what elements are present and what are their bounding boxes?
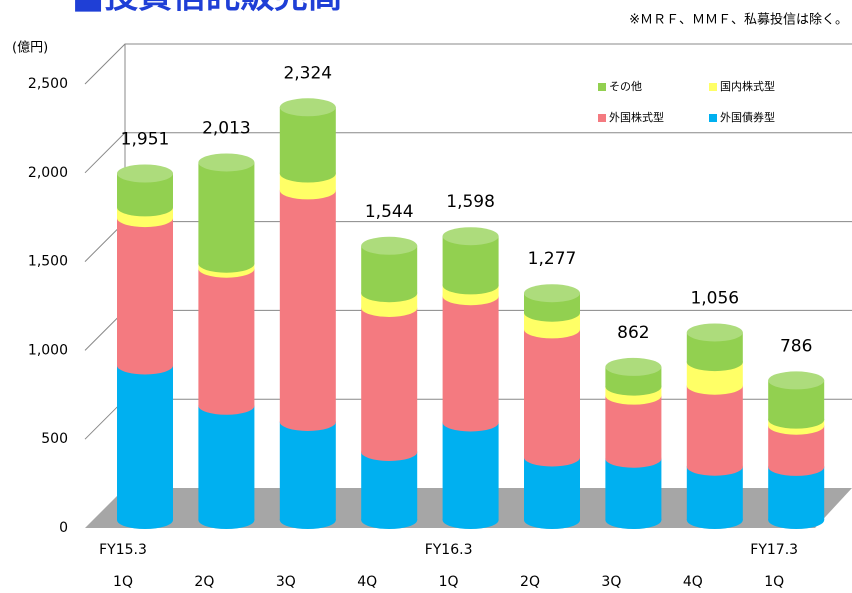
x-tick-label: 2Q xyxy=(194,574,214,590)
total-label: 2,324 xyxy=(283,63,332,83)
total-label: 786 xyxy=(780,336,812,356)
bar-top xyxy=(686,323,743,342)
total-label: 1,598 xyxy=(446,192,495,212)
bar-segment xyxy=(117,218,173,366)
fy-label: FY15.3 xyxy=(99,542,147,558)
total-label: 1,056 xyxy=(690,288,739,308)
bar-segment xyxy=(117,365,173,520)
bar-segment xyxy=(605,395,662,459)
fy-label: FY17.3 xyxy=(750,542,798,558)
grid-line xyxy=(84,43,852,85)
bar-segment xyxy=(361,451,418,520)
bar-top xyxy=(768,371,825,390)
legend-swatch xyxy=(598,114,606,122)
bar-segment xyxy=(279,190,336,422)
legend-swatch xyxy=(598,83,606,91)
x-tick-label: 3Q xyxy=(276,574,296,590)
bar-segment xyxy=(605,458,662,520)
x-tick-label: 1Q xyxy=(764,574,784,590)
y-tick-label: 0 xyxy=(59,520,68,536)
y-tick-label: 1,500 xyxy=(28,254,68,270)
y-tick-label: 1,000 xyxy=(28,342,68,358)
bar-top xyxy=(524,284,580,303)
y-tick-label: 500 xyxy=(41,431,68,447)
bar-segment xyxy=(279,107,336,174)
bar-segment xyxy=(524,457,580,520)
x-tick-label: 2Q xyxy=(520,574,540,590)
total-label: 1,951 xyxy=(121,130,170,150)
total-label: 1,277 xyxy=(528,249,577,269)
unit-label: (億円) xyxy=(12,40,48,56)
bar-segment xyxy=(524,329,580,458)
x-tick-label: 4Q xyxy=(357,574,377,590)
legend-label: 国内株式型 xyxy=(720,79,775,93)
x-tick-label: 3Q xyxy=(601,574,621,590)
bar-segment xyxy=(361,307,418,452)
bar-segment xyxy=(442,422,499,520)
x-tick-label: 4Q xyxy=(683,574,703,590)
legend-swatch xyxy=(709,83,717,91)
bar-segment xyxy=(279,421,336,520)
bar-segment xyxy=(442,296,499,423)
fy-label: FY16.3 xyxy=(425,542,473,558)
bar-top xyxy=(442,227,499,246)
legend-swatch xyxy=(709,114,717,122)
grid-line xyxy=(84,132,852,174)
bar-segment xyxy=(198,162,255,264)
total-label: 1,544 xyxy=(365,202,414,222)
bar-segment xyxy=(198,268,255,406)
bar-top xyxy=(361,236,418,255)
legend-label: その他 xyxy=(609,80,642,93)
x-tick-label: 1Q xyxy=(439,574,459,590)
legend-label: 外国債券型 xyxy=(720,110,775,124)
legend-label: 外国株式型 xyxy=(609,110,664,124)
total-label: 2,013 xyxy=(202,118,251,138)
y-tick-label: 2,000 xyxy=(28,165,68,181)
bar-segment xyxy=(198,405,255,520)
bar-top xyxy=(117,164,173,183)
bar-top xyxy=(198,153,255,172)
bar-segment xyxy=(686,385,743,467)
y-tick-label: 2,500 xyxy=(28,76,68,92)
note: ※ＭＲＦ、ＭＭＦ、私募投信は除く。 xyxy=(629,12,848,28)
bar-top xyxy=(605,357,662,376)
total-label: 862 xyxy=(617,323,649,343)
bar-top xyxy=(279,98,336,117)
chart-title: ■投資信託販売高 xyxy=(72,0,342,17)
x-tick-label: 1Q xyxy=(113,574,133,590)
